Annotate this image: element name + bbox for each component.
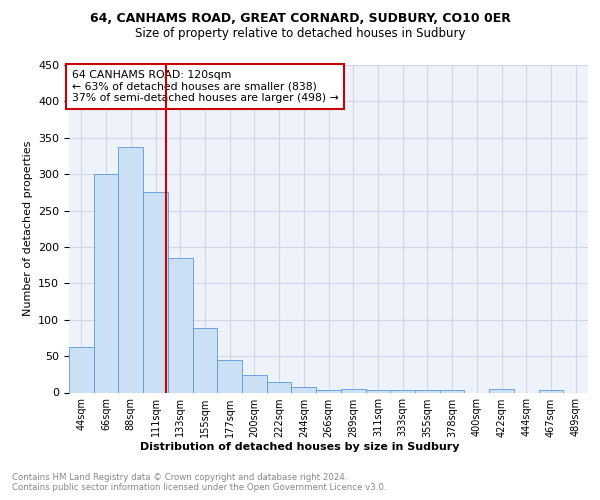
Bar (168, 258, 193, 392)
Text: Contains HM Land Registry data © Crown copyright and database right 2024.
Contai: Contains HM Land Registry data © Crown c… (12, 472, 386, 492)
Y-axis label: Number of detached properties: Number of detached properties (23, 141, 32, 316)
Bar (242, 375, 267, 392)
Bar (69, 348, 94, 393)
Text: 64 CANHAMS ROAD: 120sqm
← 63% of detached houses are smaller (838)
37% of semi-d: 64 CANHAMS ROAD: 120sqm ← 63% of detache… (71, 70, 338, 103)
Bar (267, 382, 292, 392)
Bar (440, 390, 464, 392)
Bar (292, 388, 316, 392)
Bar (316, 390, 341, 392)
Bar (143, 192, 168, 392)
Text: 64, CANHAMS ROAD, GREAT CORNARD, SUDBURY, CO10 0ER: 64, CANHAMS ROAD, GREAT CORNARD, SUDBURY… (89, 12, 511, 26)
Bar (489, 389, 514, 392)
Bar (118, 146, 143, 392)
Bar (390, 390, 415, 392)
Bar (539, 390, 563, 392)
Text: Distribution of detached houses by size in Sudbury: Distribution of detached houses by size … (140, 442, 460, 452)
Bar (193, 328, 217, 392)
Bar (365, 390, 390, 392)
Bar (94, 174, 118, 392)
Bar (415, 390, 440, 392)
Bar (217, 360, 242, 392)
Text: Size of property relative to detached houses in Sudbury: Size of property relative to detached ho… (135, 28, 465, 40)
Bar (341, 389, 365, 392)
